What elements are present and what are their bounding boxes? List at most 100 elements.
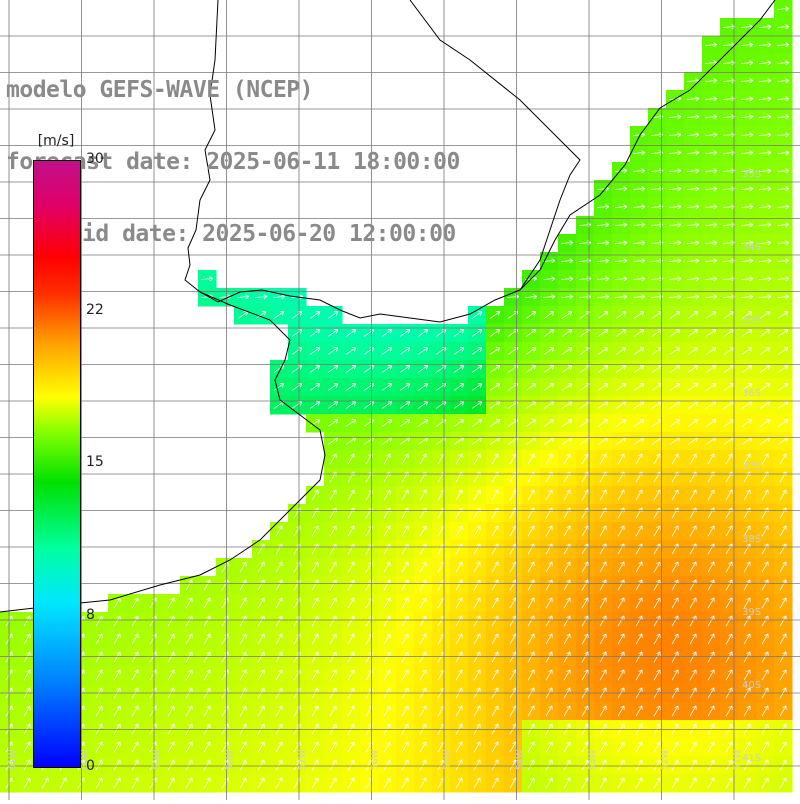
wind-arrow	[185, 669, 193, 681]
latitude-labels: 33S 34S 35S 36S 37S 38S 39S 40S 41S	[742, 169, 761, 764]
wind-arrow	[671, 489, 679, 501]
wind-arrow	[77, 759, 85, 771]
latitude-label: 39S	[742, 607, 761, 618]
wind-arrow	[707, 633, 715, 645]
wind-arrow	[779, 633, 787, 645]
wind-arrow	[669, 329, 681, 337]
wind-arrow	[776, 204, 790, 210]
wind-arrow	[542, 276, 556, 282]
wind-arrow	[471, 365, 483, 373]
wind-arrow	[203, 651, 211, 663]
wind-arrow	[779, 723, 787, 735]
wind-arrow	[329, 597, 337, 609]
wind-arrow	[779, 489, 787, 501]
longitude-label: 55W	[443, 750, 453, 770]
wind-arrow	[722, 78, 736, 84]
wind-arrow	[345, 347, 357, 355]
wind-arrow	[527, 561, 535, 573]
wind-arrow	[417, 383, 429, 391]
wind-arrow	[689, 633, 697, 645]
wind-arrow	[542, 258, 556, 264]
wind-arrow	[669, 401, 681, 409]
wind-arrow	[239, 669, 247, 681]
wind-arrow	[275, 597, 283, 609]
wind-arrow	[401, 723, 409, 735]
wind-arrow	[596, 186, 610, 192]
wind-arrow	[527, 597, 535, 609]
wind-arrow	[489, 311, 501, 319]
wind-arrow	[455, 741, 463, 753]
wind-arrow	[599, 633, 607, 645]
wind-arrow	[239, 597, 247, 609]
wind-arrow	[581, 489, 589, 501]
wind-arrow	[257, 651, 265, 663]
wind-arrow	[741, 419, 753, 427]
wind-arrow	[311, 705, 319, 717]
wind-arrow	[597, 383, 609, 391]
wind-arrow	[167, 777, 175, 789]
wind-arrow	[653, 759, 661, 771]
wind-arrow	[671, 651, 679, 663]
wind-arrow	[419, 777, 427, 789]
wind-arrow	[383, 597, 391, 609]
colorbar-unit: [m/s]	[37, 133, 75, 149]
wind-arrow	[704, 186, 718, 192]
wind-arrow	[597, 365, 609, 373]
wind-arrow	[291, 311, 303, 319]
wind-arrow	[563, 453, 571, 465]
wind-arrow	[419, 633, 427, 645]
wind-arrow	[671, 615, 679, 627]
wind-arrow	[635, 741, 643, 753]
wind-arrow	[131, 615, 139, 627]
wind-arrow	[668, 150, 682, 156]
wind-arrow	[758, 168, 772, 174]
wind-arrow	[383, 651, 391, 663]
wind-arrow	[185, 651, 193, 663]
wind-arrow	[473, 615, 481, 627]
wind-arrow	[668, 114, 682, 120]
wind-arrow	[329, 525, 337, 537]
wind-arrow	[309, 401, 321, 409]
wind-arrow	[95, 651, 103, 663]
wind-arrow	[705, 365, 717, 373]
wind-arrow	[599, 507, 607, 519]
wind-arrow	[489, 419, 501, 427]
wind-arrow	[311, 615, 319, 627]
wind-arrow	[455, 705, 463, 717]
wind-arrow	[257, 705, 265, 717]
wind-arrow	[545, 453, 553, 465]
wind-arrow	[527, 651, 535, 663]
wind-arrow	[743, 489, 751, 501]
wind-arrow	[725, 705, 733, 717]
wind-arrow	[740, 258, 754, 264]
wind-arrow	[95, 723, 103, 735]
wind-arrow	[743, 507, 751, 519]
wind-arrow	[614, 258, 628, 264]
wind-arrow	[563, 759, 571, 771]
wind-arrow	[776, 60, 790, 66]
wind-arrow	[167, 651, 175, 663]
wind-arrow	[725, 651, 733, 663]
wind-arrow	[527, 453, 535, 465]
wind-arrow	[669, 347, 681, 355]
wind-arrow	[758, 42, 772, 48]
wind-arrow	[23, 759, 31, 771]
wind-arrow	[327, 419, 339, 427]
wind-arrow	[705, 311, 717, 319]
wind-arrow	[525, 419, 537, 427]
wind-arrow	[239, 651, 247, 663]
wind-arrow	[455, 561, 463, 573]
wind-arrow	[185, 705, 193, 717]
wind-arrow	[581, 507, 589, 519]
wind-arrow	[635, 669, 643, 681]
wind-arrow	[419, 669, 427, 681]
wind-arrow	[329, 723, 337, 735]
wind-arrow	[113, 597, 121, 609]
wind-arrow	[401, 705, 409, 717]
wind-arrow	[725, 759, 733, 771]
wind-arrow	[615, 329, 627, 337]
wind-arrow	[761, 705, 769, 717]
wind-arrow	[527, 615, 535, 627]
wind-arrow	[722, 132, 736, 138]
wind-arrow	[419, 489, 427, 501]
